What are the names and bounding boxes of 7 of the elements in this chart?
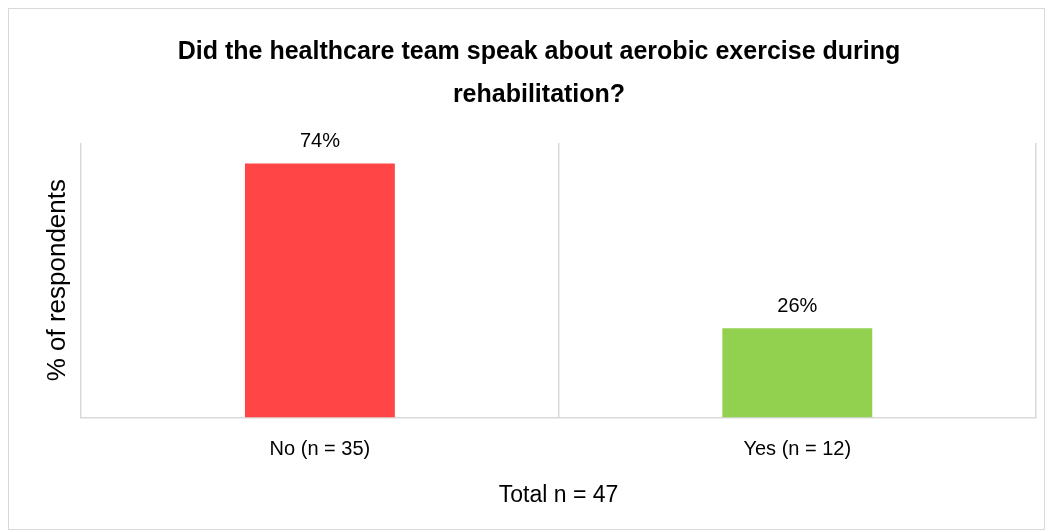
chart-title: Did the healthcare team speak about aerobic exercise during rehabilitation? bbox=[177, 36, 901, 107]
data-label: 74% bbox=[299, 129, 341, 152]
data-label: 26% bbox=[777, 293, 818, 316]
x-tick-label: No (n = 35) bbox=[269, 436, 371, 459]
x-tick-label: Yes (n = 12) bbox=[743, 436, 852, 459]
x-axis-title: Total n = 47 bbox=[498, 480, 619, 507]
y-axis-title: % of respondents bbox=[40, 179, 71, 382]
